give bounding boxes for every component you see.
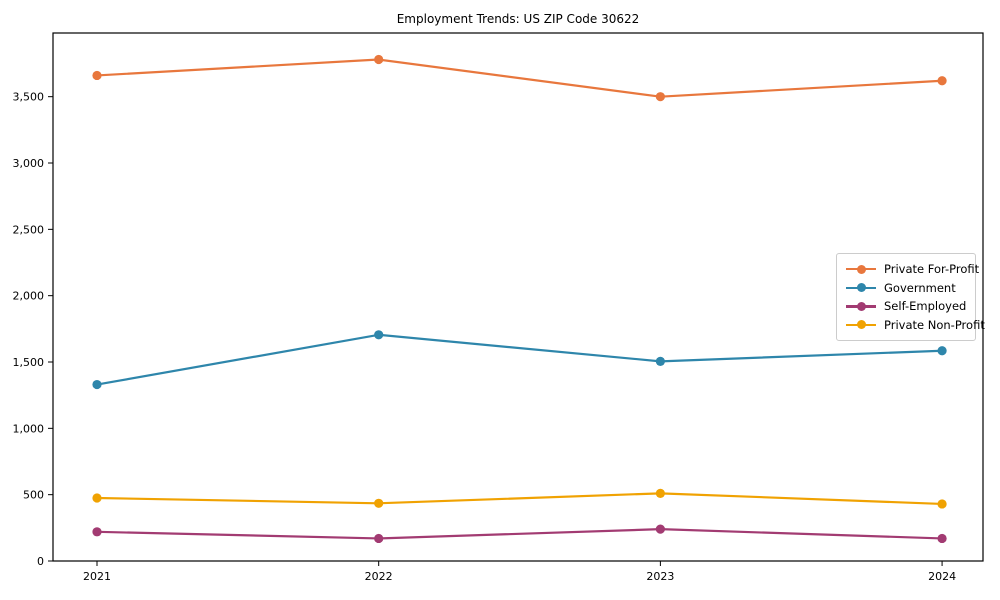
x-tick-label: 2022 bbox=[365, 570, 393, 583]
legend-marker-private-for-profit bbox=[846, 264, 876, 274]
y-tick-label: 3,000 bbox=[13, 157, 45, 170]
data-point bbox=[92, 70, 102, 81]
legend-marker-government bbox=[846, 283, 876, 293]
data-point bbox=[92, 379, 102, 390]
data-point bbox=[374, 54, 384, 65]
x-tick-label: 2024 bbox=[928, 570, 956, 583]
y-tick-label: 0 bbox=[37, 555, 44, 568]
data-point bbox=[655, 524, 665, 534]
x-tick-label: 2023 bbox=[646, 570, 674, 583]
data-point bbox=[374, 498, 384, 508]
data-point bbox=[937, 533, 947, 544]
data-point bbox=[655, 488, 665, 498]
data-point bbox=[937, 346, 947, 356]
data-point bbox=[374, 330, 384, 340]
y-tick-label: 500 bbox=[23, 489, 44, 502]
legend-entry: Private Non-Profit bbox=[846, 316, 985, 334]
y-tick-label: 1,000 bbox=[13, 422, 45, 435]
data-point bbox=[937, 76, 947, 86]
series-line-private-non-profit bbox=[96, 492, 943, 506]
legend-label: Government bbox=[884, 280, 956, 295]
legend-label: Private For-Profit bbox=[884, 262, 980, 276]
data-point bbox=[655, 356, 665, 366]
data-point bbox=[92, 493, 102, 503]
series-line-self-employed bbox=[96, 528, 943, 540]
y-tick-label: 2,500 bbox=[13, 223, 45, 236]
series-line-private-for-profit bbox=[96, 58, 943, 98]
legend-entry: Self-Employed bbox=[846, 297, 967, 315]
legend-label: Self-Employed bbox=[884, 299, 967, 314]
y-tick-label: 3,500 bbox=[13, 91, 45, 104]
legend-entry: Government bbox=[846, 279, 967, 297]
x-tick-label: 2021 bbox=[83, 570, 111, 583]
data-point bbox=[92, 527, 102, 537]
legend-label: Private Non-Profit bbox=[884, 317, 985, 332]
legend: Private For-Profit Government Self-Emplo… bbox=[836, 253, 985, 341]
y-tick-label: 2,000 bbox=[13, 290, 45, 303]
series-line-government bbox=[96, 333, 943, 386]
data-point bbox=[655, 92, 665, 102]
axes-frame bbox=[52, 32, 984, 562]
legend-marker-private-non-profit bbox=[846, 320, 876, 330]
chart-title: Employment Trends: US ZIP Code 30622 bbox=[396, 12, 640, 26]
data-point bbox=[937, 499, 947, 509]
y-tick-label: 1,500 bbox=[13, 356, 45, 369]
data-point bbox=[374, 533, 384, 544]
legend-marker-self-employed bbox=[846, 301, 876, 311]
legend-entry: Private For-Profit bbox=[846, 260, 979, 278]
